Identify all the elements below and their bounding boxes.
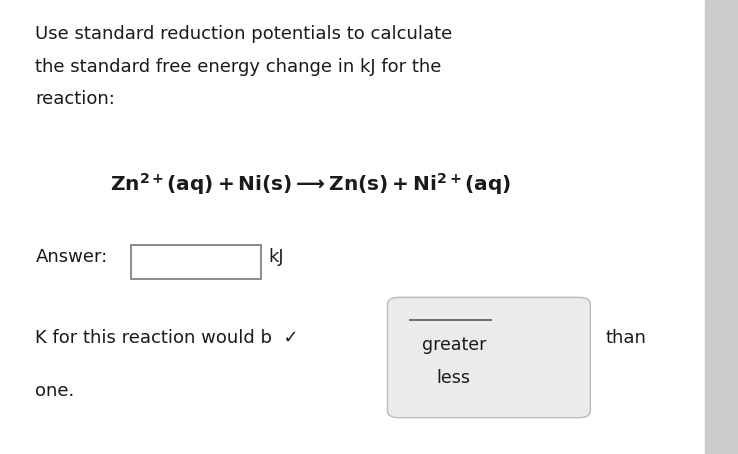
Text: than: than <box>605 329 646 347</box>
Text: greater: greater <box>421 336 486 354</box>
Text: less: less <box>437 369 471 387</box>
Text: $\mathbf{Zn^{2+}(aq) + Ni(s)\longrightarrow Zn(s) + Ni^{2+}(aq)}$: $\mathbf{Zn^{2+}(aq) + Ni(s)\longrightar… <box>109 171 511 197</box>
Bar <box>705 0 738 454</box>
FancyBboxPatch shape <box>387 297 590 418</box>
Text: Use standard reduction potentials to calculate: Use standard reduction potentials to cal… <box>35 25 452 43</box>
Text: K for this reaction would b  ✓: K for this reaction would b ✓ <box>35 329 299 347</box>
Text: one.: one. <box>35 382 75 400</box>
Text: reaction:: reaction: <box>35 90 115 109</box>
Text: kJ: kJ <box>268 247 283 266</box>
Text: the standard free energy change in kJ for the: the standard free energy change in kJ fo… <box>35 58 442 76</box>
Text: Answer:: Answer: <box>35 247 108 266</box>
FancyBboxPatch shape <box>131 245 261 279</box>
